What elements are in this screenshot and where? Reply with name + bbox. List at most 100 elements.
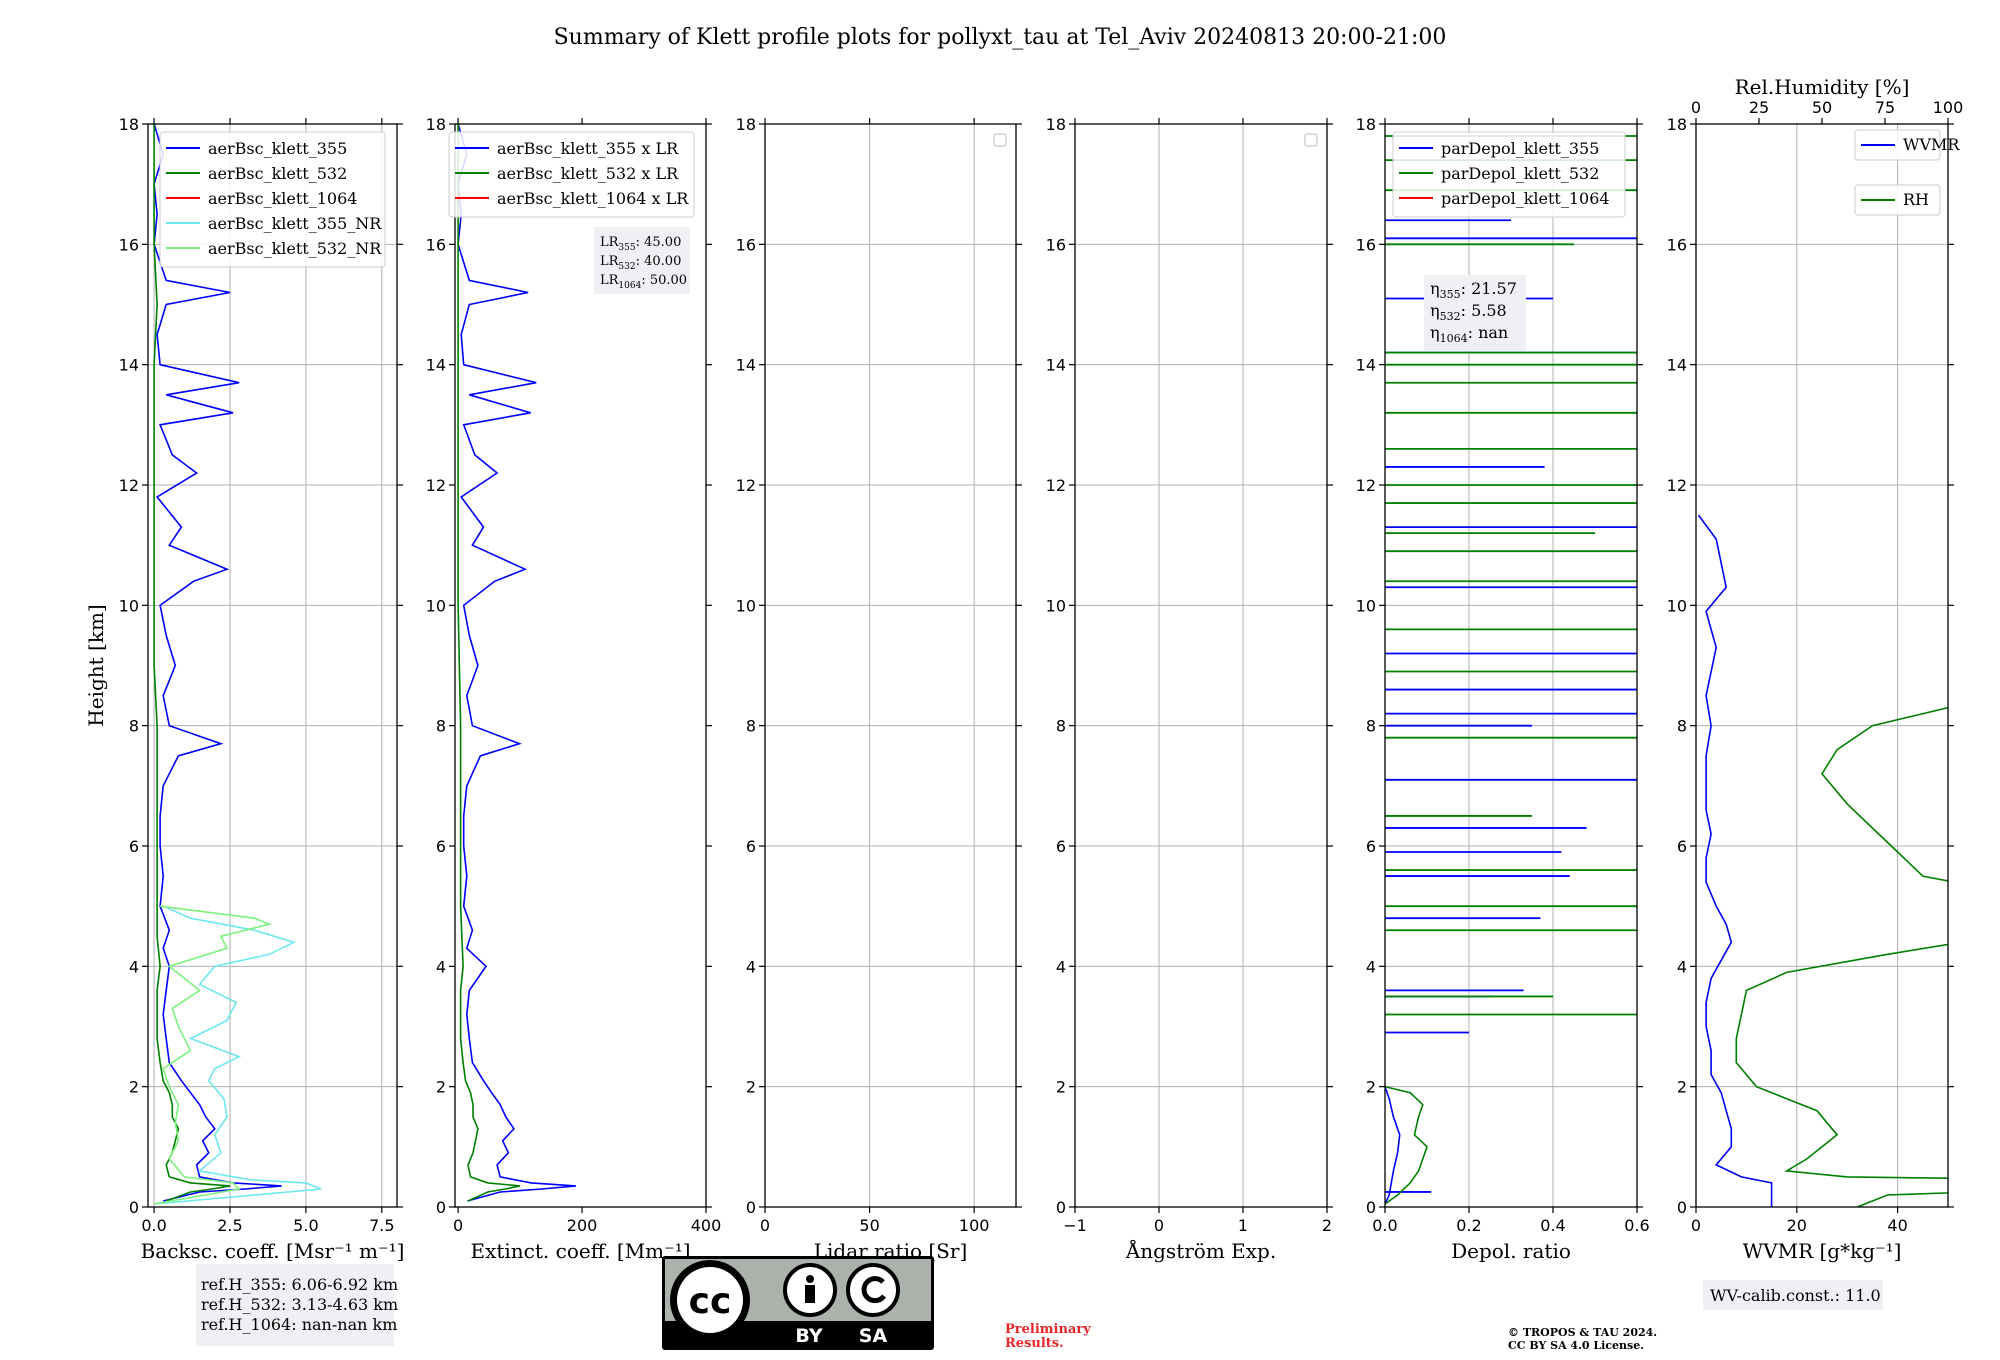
xtick-label: 40	[1887, 1216, 1907, 1235]
ytick-label: 12	[426, 476, 446, 495]
series-line-aerBsc_klett_532 x LR	[457, 124, 521, 1202]
xtick-label: 0.0	[141, 1216, 166, 1235]
empty-legend-box	[1304, 133, 1318, 147]
annotation-sub: 532	[618, 262, 635, 272]
x-axis-label: Backsc. coeff. [Msr⁻¹ m⁻¹]	[141, 1239, 405, 1263]
annotation-sub: 355	[1440, 288, 1461, 301]
annotation-line: LR355: 45.00	[600, 235, 681, 253]
legend-box	[448, 131, 695, 218]
ref-height-355: ref.H_355: 6.06-6.92 km	[201, 1275, 398, 1294]
xtick-label: 1	[1238, 1216, 1248, 1235]
ref-heights-box: ref.H_355: 6.06-6.92 km ref.H_532: 3.13-…	[196, 1264, 398, 1346]
legend-label: WVMR	[1903, 135, 1960, 154]
legend-label: parDepol_klett_532	[1441, 164, 1599, 183]
series-group	[1385, 135, 1637, 1205]
ytick-label: 2	[746, 1078, 756, 1097]
ytick-label: 14	[736, 356, 756, 375]
legend-label: parDepol_klett_1064	[1441, 189, 1610, 208]
ytick-label: 16	[426, 235, 446, 254]
ytick-label: 14	[1046, 356, 1066, 375]
ytick-label: 6	[436, 837, 446, 856]
figure-title: Summary of Klett profile plots for polly…	[554, 25, 1447, 50]
xtick-label: 0.0	[1372, 1216, 1397, 1235]
ytick-label: 18	[426, 115, 446, 134]
ref-height-1064: ref.H_1064: nan-nan km	[201, 1315, 397, 1334]
x2tick-label: 0	[1691, 98, 1701, 117]
xtick-label: 50	[859, 1216, 879, 1235]
sa-label: SA	[859, 1325, 888, 1347]
panel-frame	[1384, 123, 1638, 1208]
series-group	[457, 124, 576, 1202]
ytick-label: 12	[736, 476, 756, 495]
xtick-label: 0.4	[1540, 1216, 1565, 1235]
series-line-WVMR	[1697, 514, 1773, 1207]
ytick-label: 8	[1677, 717, 1687, 736]
panel-depol: 0 2 4 6 8 10 12 14 16 18 0.0 0.2 0.4 0.6 Depol. ratio p…	[1356, 115, 1650, 1263]
ytick-label: 2	[129, 1078, 139, 1097]
x2tick-label: 100	[1933, 98, 1964, 117]
xtick-label: 200	[567, 1216, 598, 1235]
ytick-label: 18	[1046, 115, 1066, 134]
ytick-label: 6	[1366, 837, 1376, 856]
x-axis-label: Ångström Exp.	[1125, 1238, 1276, 1263]
ytick-label: 4	[436, 957, 446, 976]
ytick-label: 0	[1056, 1198, 1066, 1217]
ytick-label: 0	[1366, 1198, 1376, 1217]
ref-height-532: ref.H_532: 3.13-4.63 km	[201, 1295, 398, 1314]
legend-box	[1854, 129, 1941, 161]
ytick-label: 0	[1677, 1198, 1687, 1217]
ytick-label: 14	[1356, 356, 1376, 375]
legend-label: aerBsc_klett_355_NR	[208, 214, 382, 233]
annotation-base: η	[1430, 279, 1440, 298]
x-axis-label: Depol. ratio	[1451, 1239, 1571, 1263]
ytick-label: 18	[1667, 115, 1687, 134]
copyright-line-1: © TROPOS & TAU 2024.	[1508, 1326, 1657, 1339]
annotation-value: : 40.00	[636, 254, 682, 269]
xtick-label: 2.5	[217, 1216, 242, 1235]
sa-icon-arrow	[861, 1276, 887, 1304]
y-axis-label: Height [km]	[84, 604, 108, 726]
ytick-label: 12	[1046, 476, 1066, 495]
xtick-label: 5.0	[293, 1216, 318, 1235]
ytick-label: 8	[129, 717, 139, 736]
ytick-label: 2	[436, 1078, 446, 1097]
series-line-aerBsc_klett_355 x LR	[457, 124, 576, 1202]
x-axis-label: Extinct. coeff. [Mm⁻¹]	[470, 1239, 690, 1263]
annotation-sub: 1064	[1440, 332, 1468, 345]
legend-box	[159, 131, 386, 268]
xtick-label: 0.2	[1456, 1216, 1481, 1235]
ytick-label: 4	[1677, 957, 1687, 976]
preliminary-line-1: Preliminary	[1005, 1322, 1091, 1337]
ytick-label: 6	[1677, 837, 1687, 856]
legend-label: aerBsc_klett_1064	[208, 189, 357, 208]
wv-calib-text: WV-calib.const.: 11.0	[1710, 1286, 1881, 1305]
ytick-label: 16	[736, 235, 756, 254]
legend-label: parDepol_klett_355	[1441, 139, 1599, 158]
legend-box	[1854, 184, 1941, 216]
annotation-box	[1424, 275, 1526, 351]
x2tick-label: 25	[1749, 98, 1769, 117]
series-line-aerBsc_klett_532	[153, 124, 231, 1202]
annotation-line: η532: 5.58	[1430, 301, 1507, 323]
ytick-label: 18	[1356, 115, 1376, 134]
panel-frame	[454, 123, 707, 1208]
ytick-label: 4	[1056, 957, 1066, 976]
annotation-sub: 355	[618, 243, 635, 253]
ytick-label: 0	[746, 1198, 756, 1217]
by-icon-body	[805, 1285, 815, 1303]
panel-frame	[1695, 123, 1949, 1208]
ytick-label: 8	[436, 717, 446, 736]
xtick-label: 0	[1691, 1216, 1701, 1235]
xtick-label: 0	[453, 1216, 463, 1235]
ytick-label: 2	[1677, 1078, 1687, 1097]
annotation-value: : nan	[1468, 323, 1509, 342]
annotation-box	[594, 227, 690, 294]
annotation-value: : 5.58	[1461, 301, 1507, 320]
ytick-label: 10	[1356, 596, 1376, 615]
annotation-value: : 45.00	[636, 235, 682, 250]
annotation-base: η	[1430, 301, 1440, 320]
